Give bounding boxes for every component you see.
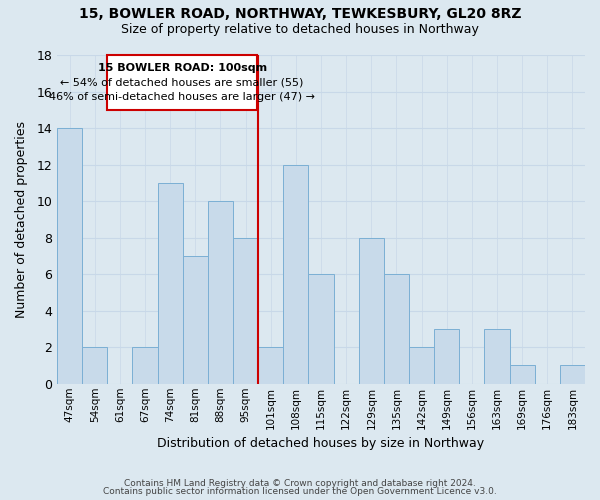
Text: Size of property relative to detached houses in Northway: Size of property relative to detached ho…: [121, 22, 479, 36]
Bar: [308, 274, 334, 384]
Bar: [509, 366, 535, 384]
Bar: [384, 274, 409, 384]
Text: Contains HM Land Registry data © Crown copyright and database right 2024.: Contains HM Land Registry data © Crown c…: [124, 478, 476, 488]
Bar: [560, 366, 585, 384]
Bar: [183, 256, 208, 384]
Bar: [258, 347, 283, 384]
Bar: [233, 238, 258, 384]
Bar: [359, 238, 384, 384]
Bar: [409, 347, 434, 384]
Bar: [208, 201, 233, 384]
Bar: [158, 183, 183, 384]
Bar: [133, 347, 158, 384]
Y-axis label: Number of detached properties: Number of detached properties: [15, 121, 28, 318]
Bar: [283, 164, 308, 384]
Text: 46% of semi-detached houses are larger (47) →: 46% of semi-detached houses are larger (…: [49, 92, 315, 102]
Text: ← 54% of detached houses are smaller (55): ← 54% of detached houses are smaller (55…: [61, 78, 304, 88]
Bar: [57, 128, 82, 384]
Text: 15, BOWLER ROAD, NORTHWAY, TEWKESBURY, GL20 8RZ: 15, BOWLER ROAD, NORTHWAY, TEWKESBURY, G…: [79, 8, 521, 22]
Bar: [484, 329, 509, 384]
FancyBboxPatch shape: [107, 55, 257, 110]
Text: Contains public sector information licensed under the Open Government Licence v3: Contains public sector information licen…: [103, 488, 497, 496]
Bar: [434, 329, 460, 384]
Bar: [82, 347, 107, 384]
X-axis label: Distribution of detached houses by size in Northway: Distribution of detached houses by size …: [157, 437, 485, 450]
Text: 15 BOWLER ROAD: 100sqm: 15 BOWLER ROAD: 100sqm: [98, 63, 267, 73]
